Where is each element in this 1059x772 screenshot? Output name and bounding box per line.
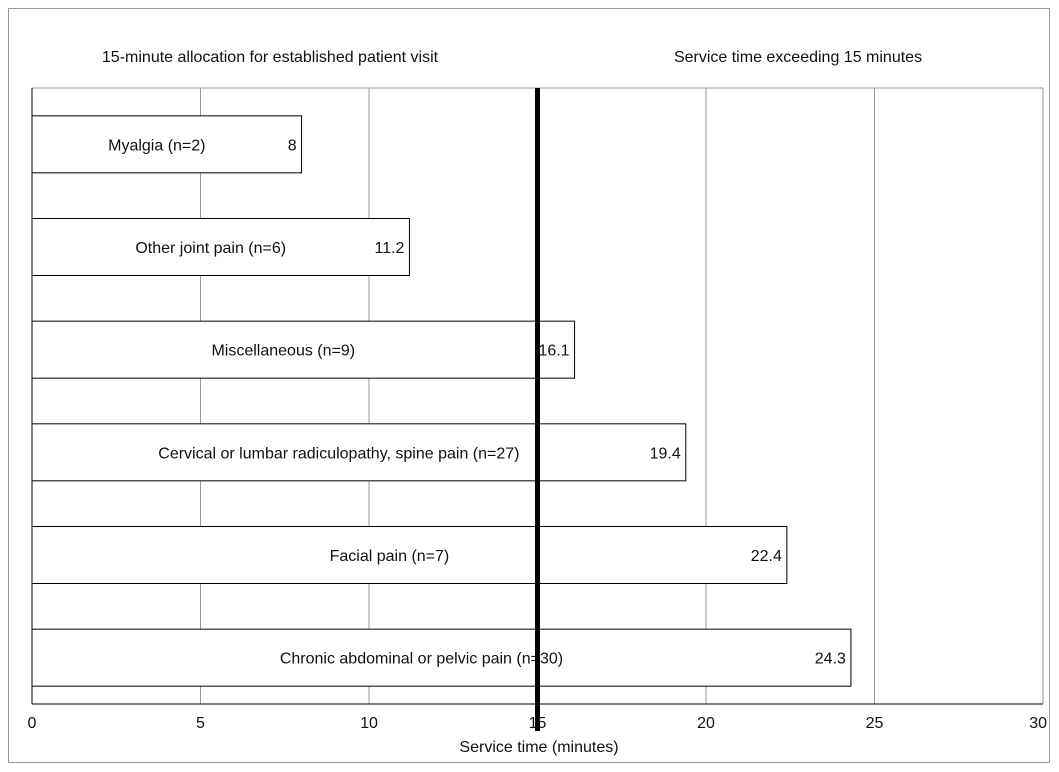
x-tick-label: 0 — [28, 715, 37, 732]
bar-value-label: 22.4 — [751, 548, 782, 565]
bar — [31, 218, 410, 276]
x-tick-label: 5 — [196, 715, 205, 732]
x-tick-labels: 0 5 10 15 20 25 30 — [28, 715, 1048, 732]
x-tick-label: 10 — [360, 715, 378, 732]
x-tick-label: 30 — [1029, 715, 1047, 732]
bar-category-label: Miscellaneous (n=9) — [211, 343, 355, 360]
bar-category-label: Myalgia (n=2) — [108, 137, 205, 154]
bar — [31, 423, 687, 482]
bar-value-label: 11.2 — [374, 240, 404, 257]
x-tick-label: 25 — [866, 715, 884, 732]
x-axis-label: Service time (minutes) — [459, 739, 618, 756]
left-region-label: 15-minute allocation for established pat… — [102, 49, 439, 66]
x-tick-label: 20 — [697, 715, 715, 732]
bar-category-label: Other joint pain (n=6) — [135, 240, 286, 257]
bars: Myalgia (n=2) 8 Other joint pain (n=6) 11.2… — [31, 115, 852, 687]
bar — [31, 320, 576, 379]
bar — [31, 115, 303, 174]
bar-category-label: Facial pain (n=7) — [330, 548, 450, 565]
bar-value-label: 24.3 — [815, 651, 846, 668]
bar-value-label: 8 — [288, 137, 297, 154]
bar-category-label: Chronic abdominal or pelvic pain (n=30) — [280, 651, 563, 668]
chart-frame — [8, 8, 1050, 763]
bar-value-label: 16.1 — [538, 343, 569, 360]
bar — [31, 628, 852, 687]
bar-value-label: 19.4 — [650, 445, 681, 462]
x-tick-label: 15 — [529, 715, 547, 732]
bar — [31, 526, 788, 584]
right-region-label: Service time exceeding 15 minutes — [674, 49, 922, 66]
bar-category-label: Cervical or lumbar radiculopathy, spine … — [158, 445, 519, 462]
